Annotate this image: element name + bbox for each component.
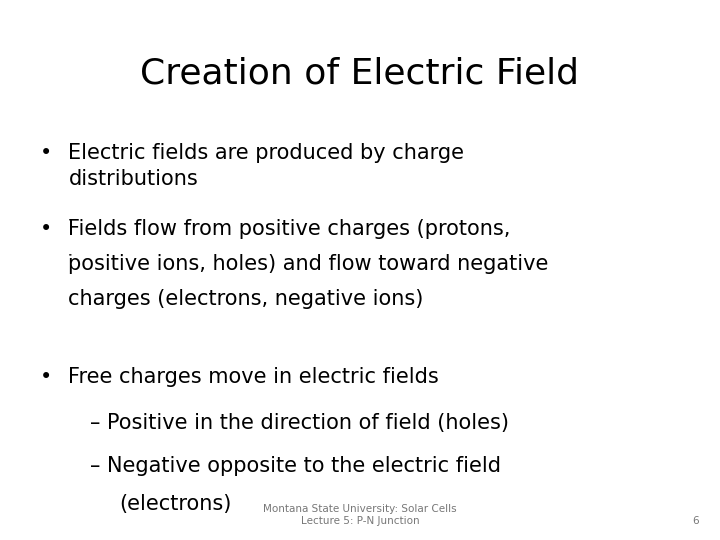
Text: •: • <box>40 367 52 387</box>
Text: positive ions, holes) and flow toward negative: positive ions, holes) and flow toward ne… <box>68 254 549 274</box>
Text: Montana State University: Solar Cells
Lecture 5: P-N Junction: Montana State University: Solar Cells Le… <box>264 504 456 526</box>
Text: charges (electrons, negative ions): charges (electrons, negative ions) <box>68 289 424 309</box>
Text: 6: 6 <box>692 516 698 526</box>
Text: •: • <box>40 143 52 163</box>
Text: (electrons): (electrons) <box>119 494 231 514</box>
Text: Free charges move in electric fields: Free charges move in electric fields <box>68 367 439 387</box>
Text: Creation of Electric Field: Creation of Electric Field <box>140 57 580 91</box>
Text: – Positive in the direction of field (holes): – Positive in the direction of field (ho… <box>90 413 509 433</box>
Text: Electric fields are produced by charge
distributions: Electric fields are produced by charge d… <box>68 143 464 188</box>
Text: – Negative opposite to the electric field: – Negative opposite to the electric fiel… <box>90 456 501 476</box>
Text: •: • <box>40 219 52 239</box>
Text: Fields flow from positive charges (protons,: Fields flow from positive charges (proto… <box>68 219 510 239</box>
